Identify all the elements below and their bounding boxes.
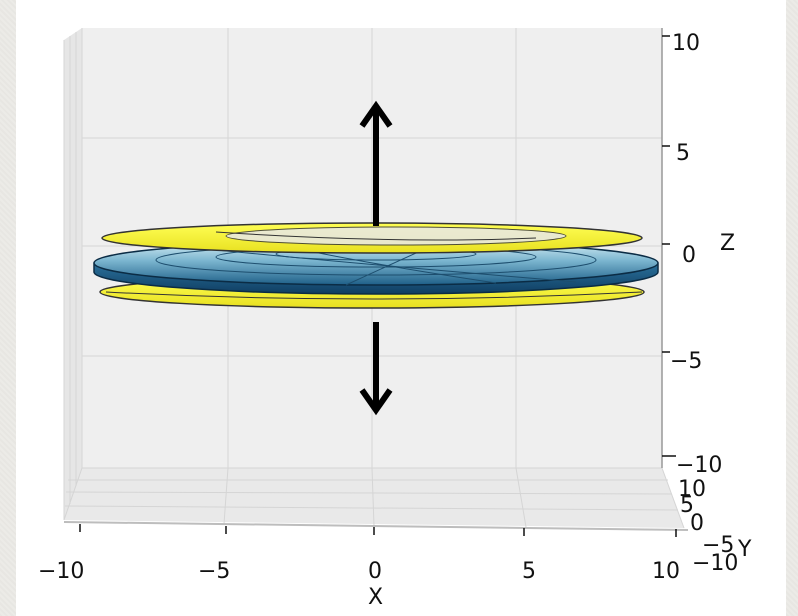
y-tick-label: 10 bbox=[678, 477, 706, 502]
x-axis-line bbox=[63, 521, 689, 531]
x-tick-label: 10 bbox=[652, 559, 680, 584]
z-tick-label: 10 bbox=[672, 31, 700, 56]
y-tick-label: 5 bbox=[680, 493, 694, 518]
z-tick-label: −5 bbox=[670, 349, 702, 374]
y-tick-label: −10 bbox=[692, 551, 738, 576]
y-tick-label: −5 bbox=[702, 533, 734, 558]
z-axis-label: Z bbox=[720, 231, 735, 256]
z-tick-label: −10 bbox=[676, 453, 722, 478]
z-tick-marks bbox=[662, 35, 676, 457]
x-tick-label: −10 bbox=[38, 559, 84, 584]
z-tick-label: 5 bbox=[676, 141, 690, 166]
x-tick-label: 0 bbox=[368, 559, 382, 584]
y-axis-label: Y bbox=[737, 537, 752, 562]
x-axis-label: X bbox=[368, 585, 383, 610]
upper-yellow-disk bbox=[101, 222, 643, 254]
up-arrow bbox=[359, 100, 393, 226]
down-arrow bbox=[359, 322, 393, 416]
x-tick-marks bbox=[79, 524, 677, 537]
z-tick-label: 0 bbox=[682, 243, 696, 268]
3d-plot: 10 5 0 −5 −10 Z 10 5 0 −5 −10 Y −10 −5 bbox=[38, 28, 752, 610]
plot-canvas: 10 5 0 −5 −10 Z 10 5 0 −5 −10 Y −10 −5 bbox=[16, 0, 786, 616]
x-tick-label: 5 bbox=[522, 559, 536, 584]
x-tick-label: −5 bbox=[198, 559, 230, 584]
y-tick-label: 0 bbox=[690, 511, 704, 536]
